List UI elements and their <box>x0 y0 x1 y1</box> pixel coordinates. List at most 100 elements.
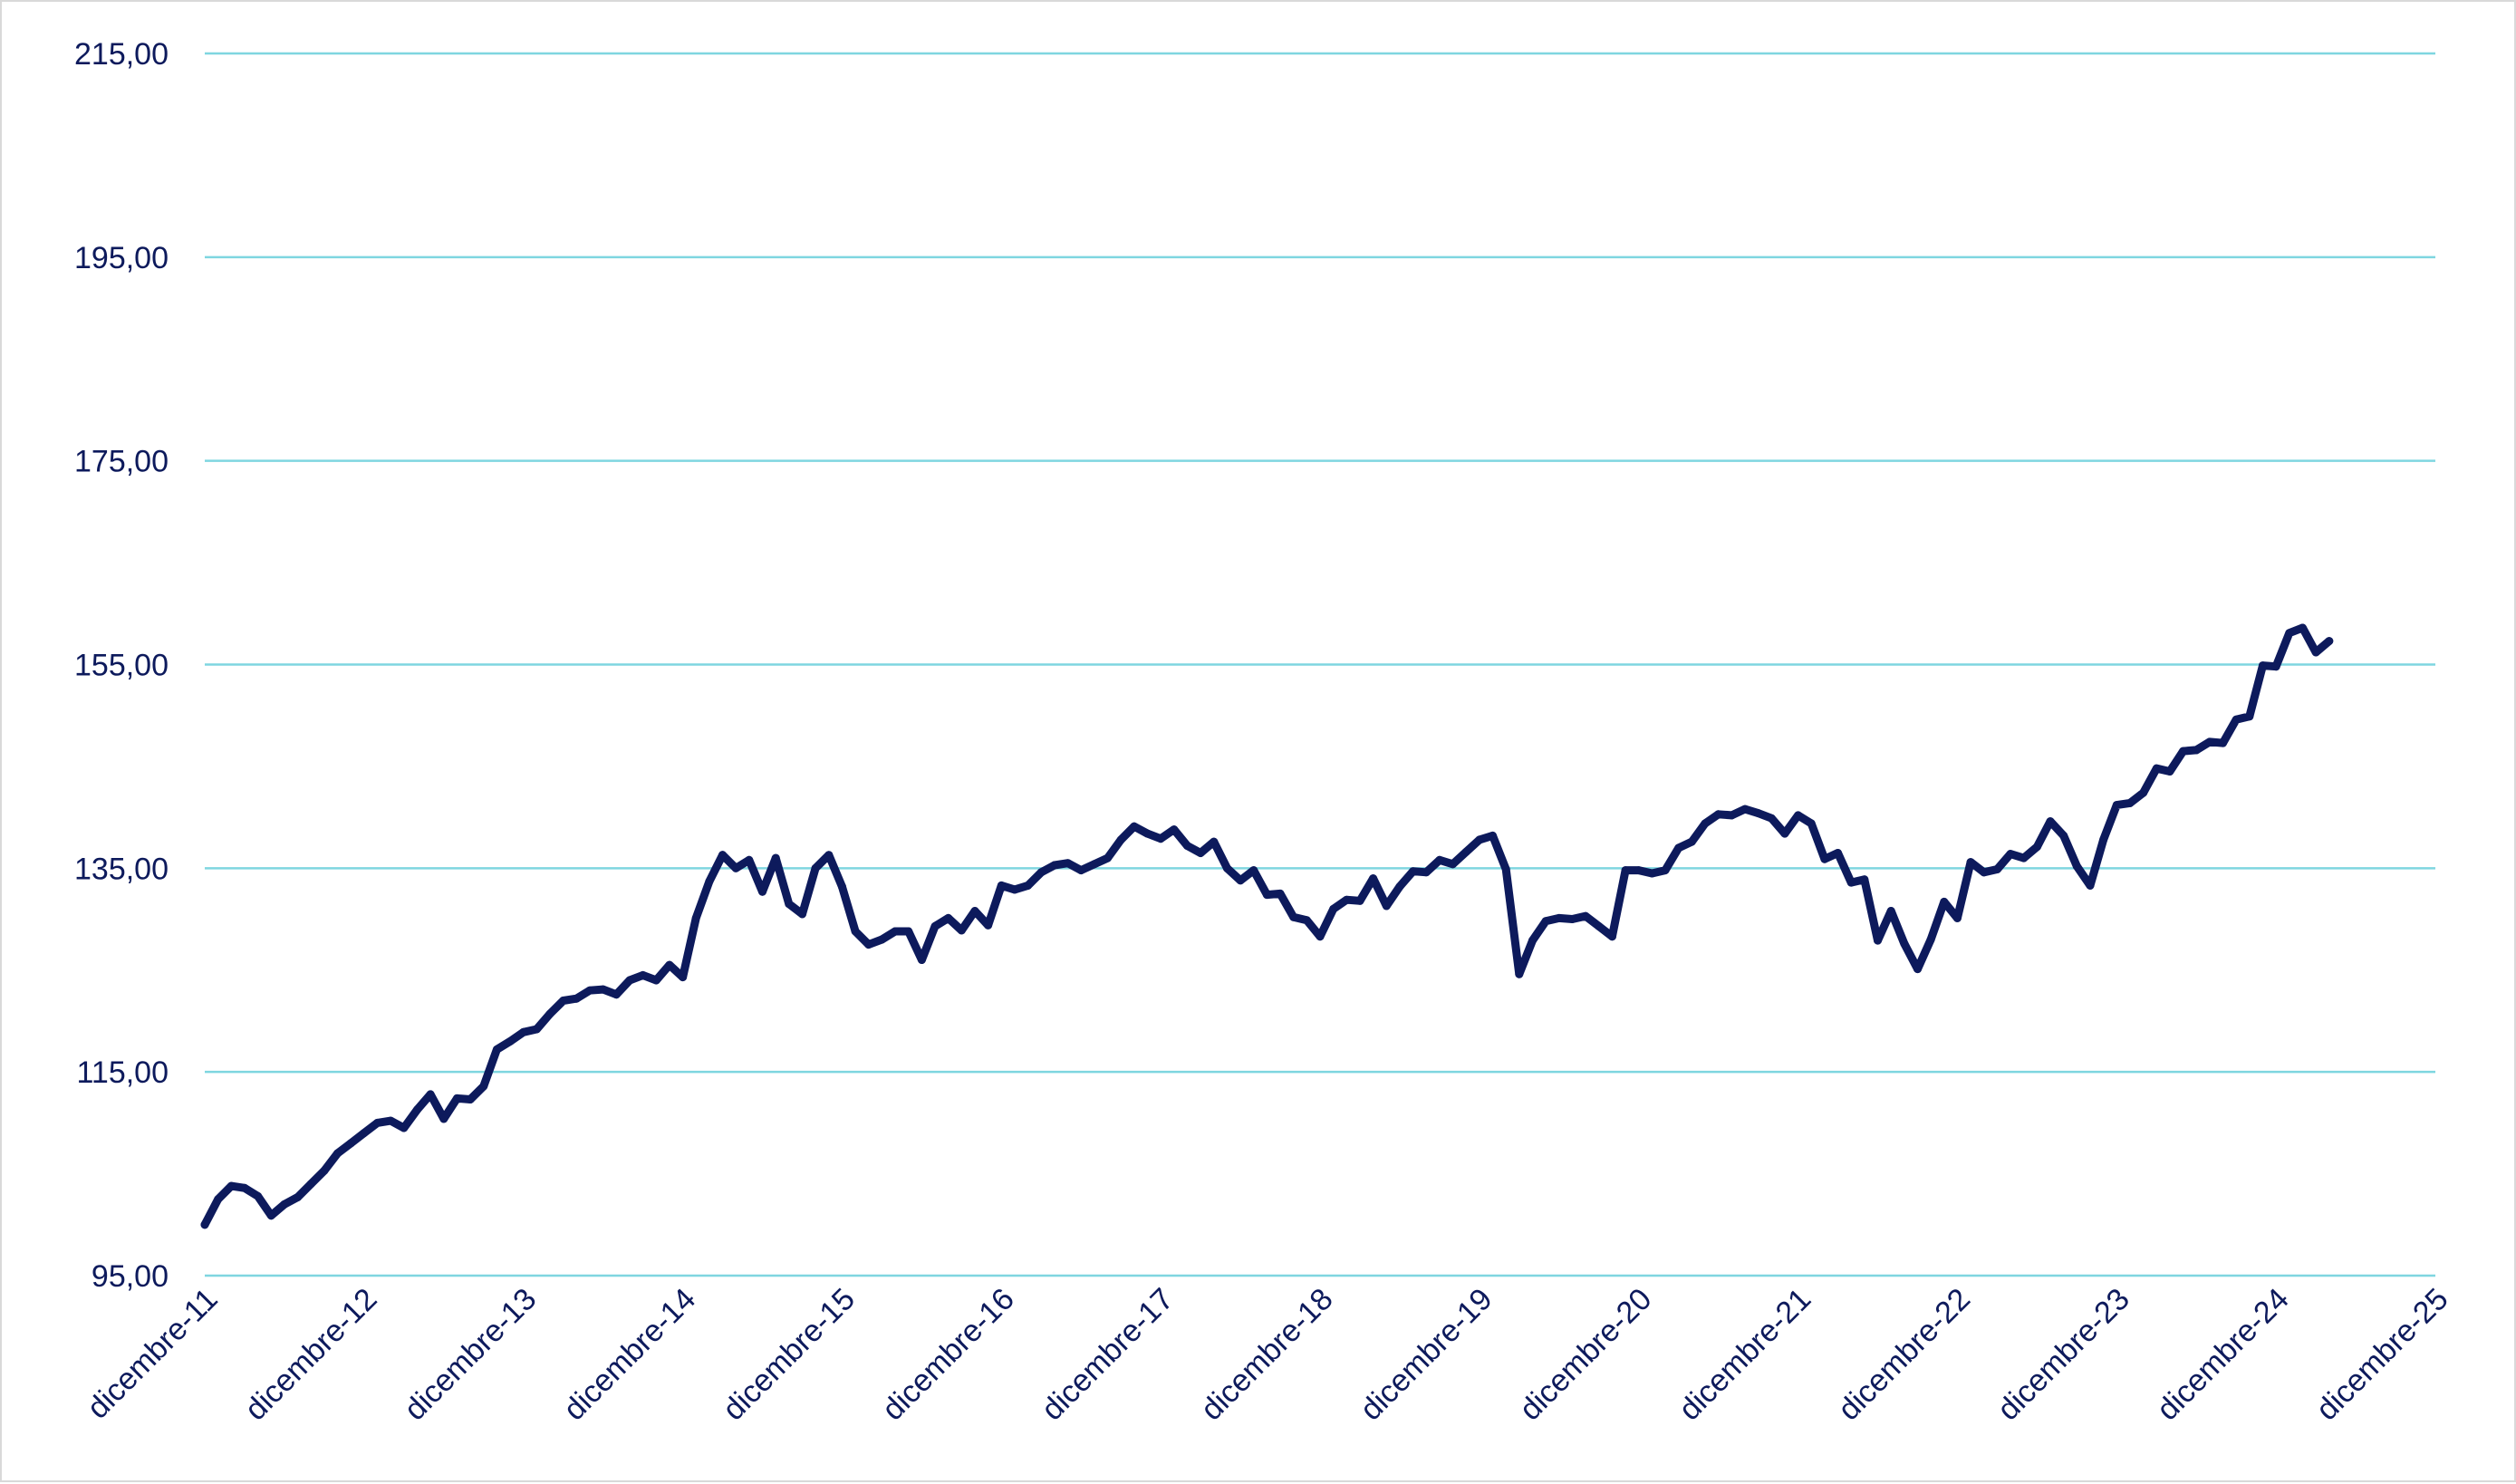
y-axis-tick-labels: 95,00 115,00 135,00 155,00 175,00 195,00 215,0… <box>74 37 169 1294</box>
data-point <box>2205 737 2214 747</box>
x-tick-label: dicembre-21 <box>1673 1282 1818 1428</box>
data-point <box>1222 863 1231 872</box>
data-point <box>1382 901 1391 911</box>
data-point <box>306 1180 315 1189</box>
data-point <box>1555 913 1564 922</box>
data-point <box>639 970 648 979</box>
data-point <box>665 960 674 969</box>
data-point <box>1874 936 1882 945</box>
data-point <box>1581 911 1590 920</box>
data-point <box>320 1166 329 1175</box>
data-point <box>2072 862 2081 871</box>
data-point <box>1076 866 1085 875</box>
data-point <box>997 881 1006 890</box>
data-point <box>811 863 820 872</box>
data-point <box>970 907 979 915</box>
data-point <box>400 1123 409 1132</box>
data-point <box>1914 965 1922 974</box>
data-point <box>731 863 740 872</box>
data-point <box>864 940 873 949</box>
data-point <box>2032 843 2041 852</box>
data-point <box>1116 835 1125 844</box>
data-point <box>1674 843 1683 853</box>
data-point <box>1595 921 1604 930</box>
data-point <box>1050 861 1059 870</box>
data-point <box>944 913 953 922</box>
x-axis-tick-labels: dicembre-11 dicembre-12 dicembre-13 dicembr… <box>81 1282 2455 1428</box>
x-tick-label: dicembre-25 <box>2309 1282 2455 1428</box>
x-tick-label: dicembre-23 <box>1991 1282 2136 1428</box>
data-point <box>904 927 913 936</box>
data-point <box>1024 881 1033 890</box>
data-point <box>2325 637 2334 646</box>
data-point <box>798 910 806 919</box>
data-point <box>2259 661 2267 670</box>
x-tick-label: dicembre-17 <box>1035 1282 1181 1428</box>
x-tick-label: dicembre-11 <box>81 1282 225 1426</box>
data-point <box>1714 810 1723 819</box>
data-point <box>1740 805 1750 814</box>
data-point <box>1475 835 1484 844</box>
data-point <box>1289 912 1298 921</box>
data-point <box>2232 715 2241 724</box>
data-point <box>2152 764 2161 773</box>
data-point <box>917 956 926 964</box>
data-point <box>1992 865 2001 873</box>
data-point <box>1262 891 1271 900</box>
data-point <box>691 913 700 922</box>
data-point <box>1329 904 1338 913</box>
data-point <box>1900 940 1909 948</box>
data-point <box>1647 869 1656 878</box>
data-point <box>1489 831 1497 840</box>
data-point <box>1515 969 1524 978</box>
data-point <box>1156 834 1165 843</box>
data-point <box>1926 935 1935 944</box>
data-point <box>1807 819 1816 828</box>
x-tick-label: dicembre-22 <box>1832 1282 1978 1428</box>
data-point <box>1183 842 1191 851</box>
data-point <box>1395 882 1404 891</box>
data-point <box>227 1181 236 1190</box>
data-point <box>1820 854 1829 863</box>
data-point <box>1567 915 1576 923</box>
data-point <box>2046 817 2055 826</box>
data-point <box>891 927 900 936</box>
data-point <box>1196 849 1205 857</box>
data-point <box>1701 819 1710 828</box>
data-point <box>1236 876 1245 885</box>
data-point <box>2179 747 2188 756</box>
x-tick-label: dicembre-16 <box>875 1282 1021 1428</box>
data-point <box>705 877 714 886</box>
y-tick-label: 135,00 <box>74 852 169 886</box>
data-point <box>1302 916 1311 925</box>
data-point <box>1036 868 1046 877</box>
data-point <box>2006 850 2015 859</box>
data-point <box>1528 936 1537 945</box>
data-point <box>1767 814 1776 823</box>
data-point <box>1210 837 1219 846</box>
x-tick-label: dicembre-20 <box>1513 1282 1659 1428</box>
data-point <box>1104 853 1112 862</box>
data-point <box>386 1116 395 1125</box>
data-point <box>1010 885 1019 894</box>
y-tick-label: 95,00 <box>92 1259 169 1294</box>
x-tick-label: dicembre-13 <box>398 1282 544 1428</box>
data-point <box>2112 801 2121 810</box>
data-point <box>2126 798 2135 807</box>
data-point <box>413 1105 421 1114</box>
x-tick-label: dicembre-19 <box>1354 1282 1499 1428</box>
data-point <box>2059 831 2068 840</box>
data-point <box>824 851 834 860</box>
data-point <box>572 994 581 1003</box>
data-point <box>294 1192 303 1201</box>
data-point <box>492 1045 501 1054</box>
data-point <box>1090 860 1099 869</box>
data-point <box>1794 811 1803 820</box>
data-point <box>718 851 727 860</box>
x-tick-label: dicembre-15 <box>717 1282 863 1428</box>
data-point <box>280 1200 289 1209</box>
data-point <box>2192 746 2201 755</box>
data-point <box>1860 875 1869 884</box>
